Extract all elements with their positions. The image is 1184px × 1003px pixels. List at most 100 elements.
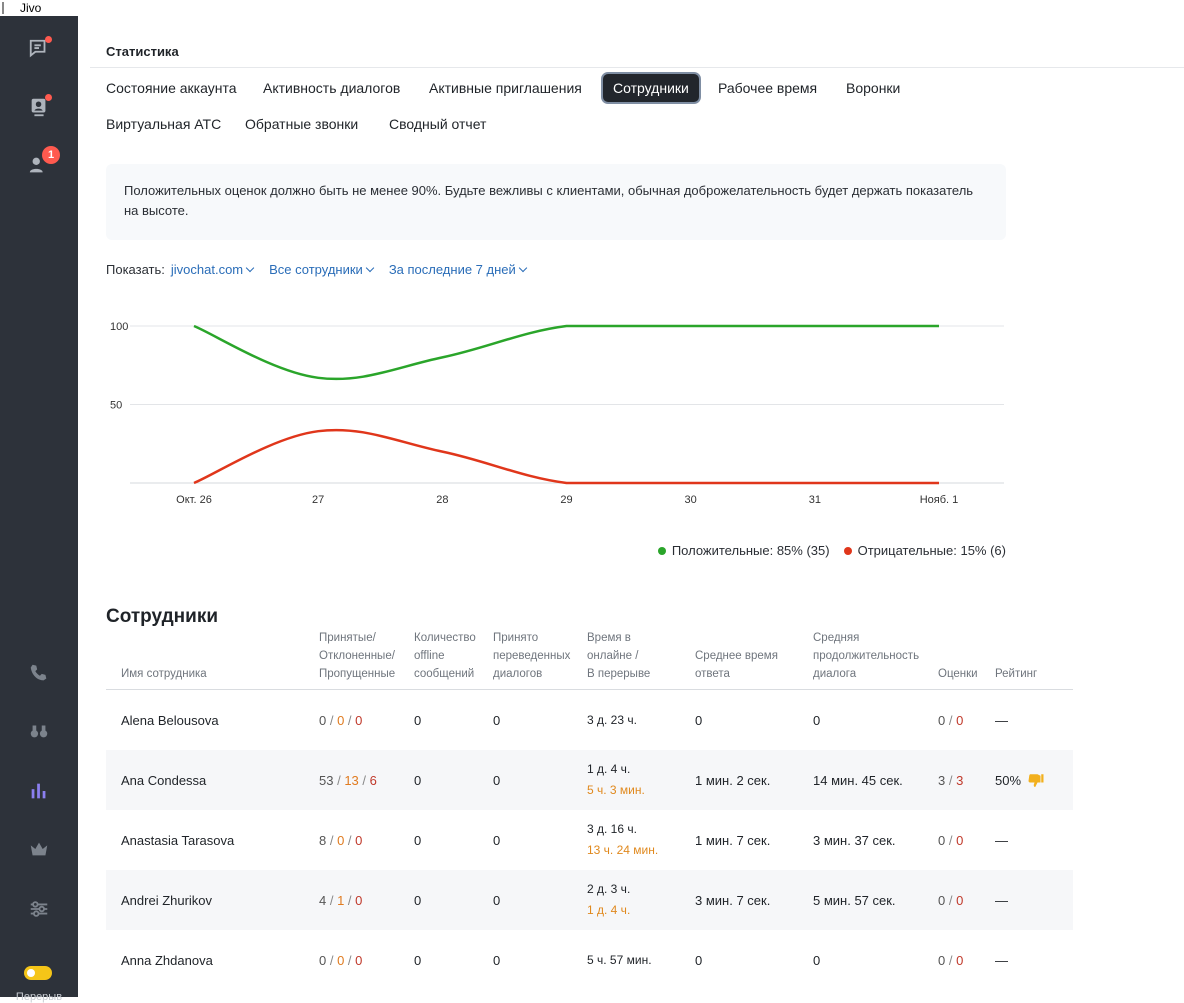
accepted-rejected-missed: 8 / 0 / 0	[319, 830, 362, 851]
missed-count: 0	[355, 953, 362, 968]
employee-name[interactable]: Andrei Zhurikov	[121, 890, 212, 911]
avg-response-time: 1 мин. 2 сек.	[695, 770, 770, 791]
ratings-negative: 0	[956, 953, 963, 968]
avg-response-time: 0	[695, 950, 702, 971]
accepted-rejected-missed: 0 / 0 / 0	[319, 950, 362, 971]
col-online-break[interactable]: Время в онлайне / В перерыве	[587, 629, 650, 683]
transferred-count: 0	[493, 710, 500, 731]
rating-value: —	[995, 830, 1008, 851]
x-tick-label: Окт. 26	[176, 494, 212, 506]
x-tick-label: 31	[809, 494, 821, 506]
ratings-counts: 0 / 0	[938, 710, 963, 731]
employee-name[interactable]: Ana Condessa	[121, 770, 206, 791]
x-tick-label: 30	[685, 494, 697, 506]
chevron-down-icon	[519, 263, 527, 271]
team-notification-badge: 1	[42, 146, 60, 164]
employee-name[interactable]: Alena Belousova	[121, 710, 219, 731]
window-titlebar: Jivo	[0, 0, 1184, 16]
window-title: Jivo	[20, 1, 41, 15]
offline-count: 0	[414, 890, 421, 911]
chevron-down-icon	[366, 263, 374, 271]
ratings-negative: 0	[956, 893, 963, 908]
col-accepted-rejected-missed[interactable]: Принятые/ Отклоненные/ Пропущенные	[319, 629, 395, 683]
y-tick-label: 100	[110, 321, 128, 333]
missed-count: 0	[355, 833, 362, 848]
site-filter-dropdown[interactable]: jivochat.com	[171, 262, 253, 277]
app-icon	[2, 2, 12, 14]
col-transferred[interactable]: Принято переведенных диалогов	[493, 629, 570, 683]
phone-icon[interactable]	[26, 660, 52, 686]
settings-sliders-icon[interactable]	[26, 896, 52, 922]
site-filter-value: jivochat.com	[171, 262, 243, 277]
employee-name[interactable]: Anastasia Tarasova	[121, 830, 234, 851]
accepted-rejected-missed: 0 / 0 / 0	[319, 710, 362, 731]
online-time: 3 д. 16 ч.	[587, 819, 658, 840]
avg-duration: 3 мин. 37 сек.	[813, 830, 896, 851]
crown-icon[interactable]	[26, 836, 52, 862]
employee-filter-dropdown[interactable]: Все сотрудники	[269, 262, 373, 277]
accepted-rejected-missed: 53 / 13 / 6	[319, 770, 377, 791]
tab-funnels[interactable]: Воронки	[836, 72, 910, 104]
col-ratings[interactable]: Оценки	[938, 665, 978, 683]
x-tick-label: 29	[560, 494, 572, 506]
positive-dot-icon	[658, 547, 666, 555]
col-offline-messages[interactable]: Количество offline сообщений	[414, 629, 476, 683]
ratings-counts: 0 / 0	[938, 830, 963, 851]
col-rating[interactable]: Рейтинг	[995, 665, 1037, 683]
team-icon[interactable]: 1	[26, 152, 52, 178]
legend-positive: Положительные: 85% (35)	[658, 543, 830, 558]
title-divider	[90, 67, 1184, 68]
x-tick-label: 27	[312, 494, 324, 506]
missed-count: 6	[370, 773, 377, 788]
tab-account-status[interactable]: Состояние аккаунта	[96, 72, 247, 104]
legend-negative-label: Отрицательные: 15% (6)	[858, 543, 1006, 558]
col-name[interactable]: Имя сотрудника	[121, 665, 207, 683]
rating-value: —	[995, 950, 1008, 971]
tab-callbacks[interactable]: Обратные звонки	[235, 108, 368, 140]
tab-working-time[interactable]: Рабочее время	[708, 72, 827, 104]
negative-dot-icon	[844, 547, 852, 555]
sidebar: 1 Перерыв	[0, 16, 78, 997]
thumbs-down-icon	[1027, 772, 1045, 790]
break-time: 5 ч. 3 мин.	[587, 780, 645, 801]
avg-duration: 0	[813, 950, 820, 971]
tab-virtual-pbx[interactable]: Виртуальная АТС	[96, 108, 231, 140]
rating-value: —	[995, 890, 1008, 911]
positive-series-line	[194, 326, 939, 379]
rating-text: —	[995, 833, 1008, 848]
ratings-counts: 3 / 3	[938, 770, 963, 791]
offline-count: 0	[414, 950, 421, 971]
online-time: 5 ч. 57 мин.	[587, 950, 652, 971]
missed-count: 0	[355, 713, 362, 728]
offline-count: 0	[414, 710, 421, 731]
binoculars-icon[interactable]	[26, 718, 52, 744]
tab-active-invitations[interactable]: Активные приглашения	[419, 72, 592, 104]
col-avg-response[interactable]: Среднее время ответа	[695, 647, 778, 683]
statistics-icon[interactable]	[26, 778, 52, 804]
tab-summary-report[interactable]: Сводный отчет	[379, 108, 496, 140]
tab-dialog-activity[interactable]: Активность диалогов	[253, 72, 410, 104]
transferred-count: 0	[493, 830, 500, 851]
break-toggle[interactable]	[24, 966, 52, 980]
employee-name[interactable]: Anna Zhdanova	[121, 950, 213, 971]
period-filter-dropdown[interactable]: За последние 7 дней	[389, 262, 526, 277]
chats-notification-dot	[45, 36, 52, 43]
rating-value: —	[995, 710, 1008, 731]
rating-text: —	[995, 713, 1008, 728]
employee-filter-value: Все сотрудники	[269, 262, 363, 277]
avg-response-time: 1 мин. 7 сек.	[695, 830, 770, 851]
chats-icon[interactable]	[26, 36, 52, 62]
negative-series-line	[194, 430, 939, 483]
filter-label: Показать:	[106, 262, 165, 277]
tab-employees[interactable]: Сотрудники	[601, 72, 701, 104]
col-avg-duration[interactable]: Средняя продолжительность диалога	[813, 629, 919, 683]
employees-section-title: Сотрудники	[106, 606, 218, 628]
ratings-counts: 0 / 0	[938, 890, 963, 911]
contacts-card-icon[interactable]	[26, 94, 52, 120]
accepted-rejected-missed: 4 / 1 / 0	[319, 890, 362, 911]
